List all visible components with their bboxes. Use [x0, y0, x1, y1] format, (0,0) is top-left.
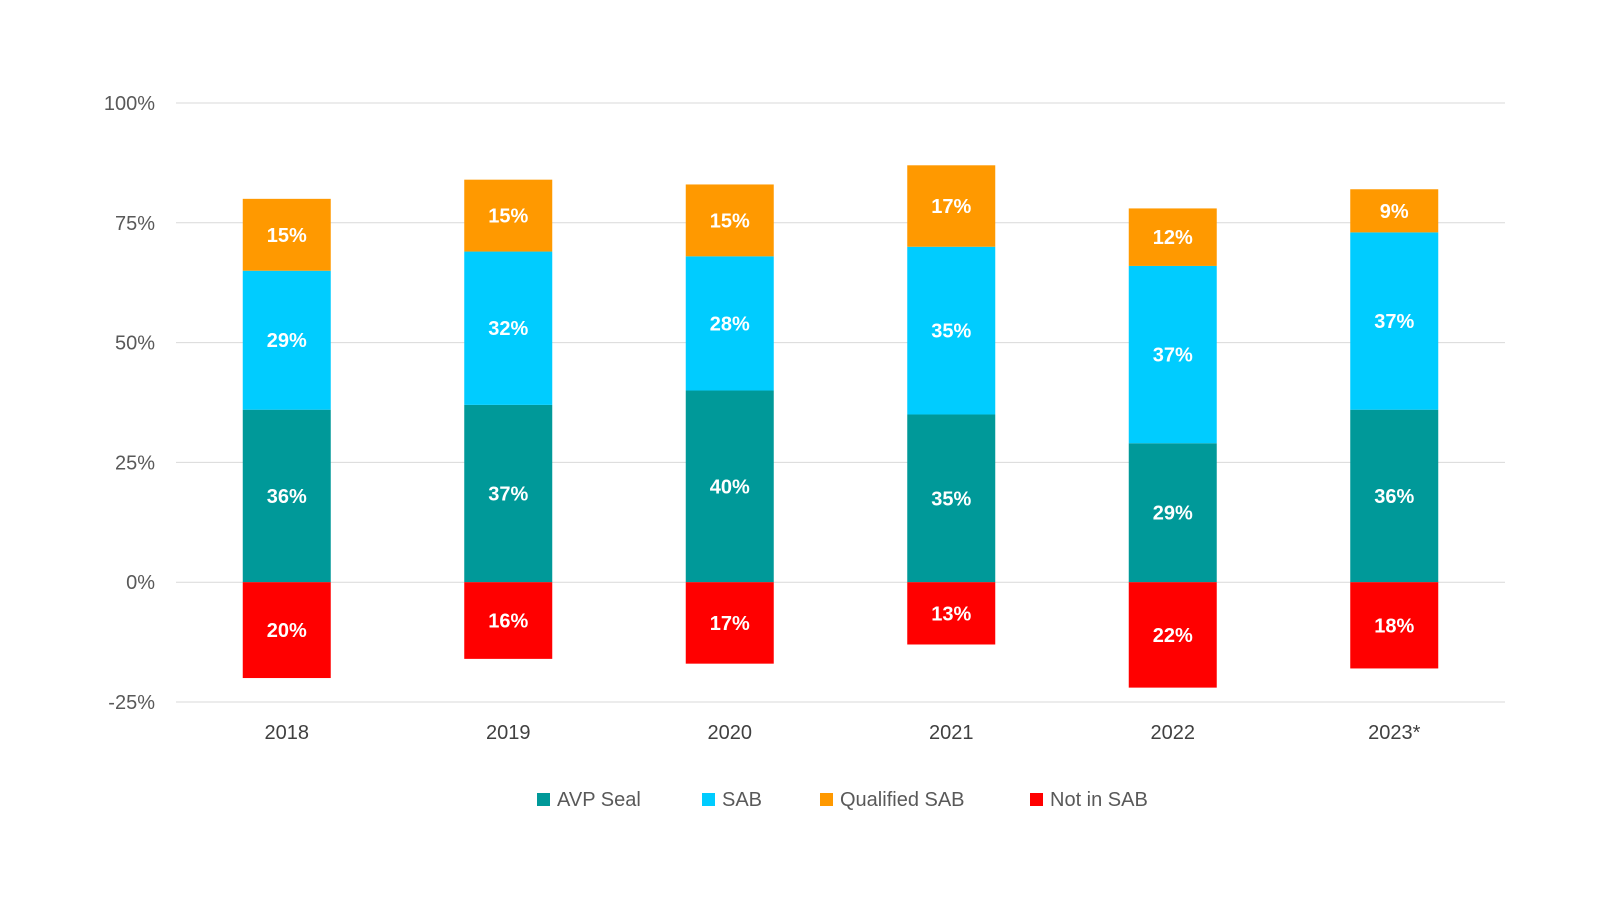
- data-label-qualified-sab-2018: 15%: [267, 225, 307, 247]
- data-label-not-in-sab-2022: 22%: [1153, 625, 1193, 647]
- legend-swatch: [820, 793, 833, 806]
- y-tick-label: 100%: [104, 93, 155, 115]
- legend-item-sab: SAB: [702, 789, 762, 811]
- legend-item-not-in-sab: Not in SAB: [1030, 789, 1148, 811]
- data-label-sab-2019: 32%: [488, 318, 528, 340]
- data-label-not-in-sab-2019: 16%: [488, 611, 528, 633]
- bar-avp-seal-2023: [1350, 409, 1439, 583]
- x-tick-label: 2022: [1151, 722, 1196, 744]
- legend-label: Not in SAB: [1050, 789, 1148, 811]
- x-tick-label: 2021: [929, 722, 974, 744]
- data-label-sab-2023: 37%: [1374, 311, 1414, 333]
- bar-not-in-sab-2021: [907, 582, 996, 645]
- legend-item-qualified-sab: Qualified SAB: [820, 789, 965, 811]
- bar-sab-2020: [685, 256, 774, 391]
- legend: AVP Seal SAB Qualified SAB Not in SAB: [537, 789, 1148, 811]
- bar-qualified-sab-2022: [1128, 208, 1217, 266]
- data-label-sab-2020: 28%: [710, 313, 750, 335]
- x-tick-label: 2019: [486, 722, 531, 744]
- legend-label: AVP Seal: [557, 789, 641, 811]
- data-label-qualified-sab-2019: 15%: [488, 206, 528, 228]
- data-label-avp-seal-2023: 36%: [1374, 486, 1414, 508]
- legend-label: Qualified SAB: [840, 789, 965, 811]
- data-label-qualified-sab-2022: 12%: [1153, 227, 1193, 249]
- data-label-not-in-sab-2020: 17%: [710, 613, 750, 635]
- data-label-qualified-sab-2020: 15%: [710, 210, 750, 232]
- bar-qualified-sab-2021: [907, 165, 996, 247]
- data-label-sab-2021: 35%: [931, 321, 971, 343]
- legend-swatch: [537, 793, 550, 806]
- bar-avp-seal-2018: [242, 409, 331, 583]
- bar-avp-seal-2020: [685, 390, 774, 583]
- data-label-not-in-sab-2023: 18%: [1374, 615, 1414, 637]
- gridlines: [176, 102, 1505, 703]
- y-tick-label: 0%: [126, 572, 155, 594]
- legend-swatch: [1030, 793, 1043, 806]
- legend-item-avp-seal: AVP Seal: [537, 789, 641, 811]
- bar-sab-2023: [1350, 232, 1439, 410]
- x-tick-label: 2023*: [1368, 722, 1420, 744]
- x-axis: 2018 2019 2020 2021 2022 2023*: [265, 722, 1421, 744]
- data-label-avp-seal-2022: 29%: [1153, 503, 1193, 525]
- data-label-not-in-sab-2018: 20%: [267, 620, 307, 642]
- bar-qualified-sab-2020: [685, 184, 774, 257]
- y-tick-label: 25%: [115, 452, 155, 474]
- bar-sab-2021: [907, 246, 996, 415]
- data-label-avp-seal-2018: 36%: [267, 486, 307, 508]
- y-tick-label: -25%: [108, 692, 155, 714]
- data-labels: 36% 29% 15% 20% 37% 32% 15% 16% 40% 28% 15% 17% 35% 3…: [267, 196, 1415, 647]
- y-tick-label: 75%: [115, 213, 155, 235]
- bar-sab-2018: [242, 270, 331, 410]
- bars: [242, 165, 1439, 688]
- bar-qualified-sab-2019: [464, 179, 553, 252]
- data-label-sab-2022: 37%: [1153, 345, 1193, 367]
- bar-not-in-sab-2020: [685, 582, 774, 664]
- bar-sab-2022: [1128, 265, 1217, 444]
- x-tick-label: 2020: [708, 722, 753, 744]
- y-tick-label: 50%: [115, 333, 155, 355]
- legend-label: SAB: [722, 789, 762, 811]
- x-tick-label: 2018: [265, 722, 310, 744]
- data-label-avp-seal-2019: 37%: [488, 484, 528, 506]
- bar-avp-seal-2022: [1128, 443, 1217, 583]
- bar-qualified-sab-2018: [242, 198, 331, 271]
- legend-swatch: [702, 793, 715, 806]
- data-label-avp-seal-2021: 35%: [931, 488, 971, 510]
- data-label-qualified-sab-2021: 17%: [931, 196, 971, 218]
- bar-avp-seal-2021: [907, 414, 996, 583]
- data-label-sab-2018: 29%: [267, 330, 307, 352]
- bar-avp-seal-2019: [464, 404, 553, 583]
- data-label-qualified-sab-2023: 9%: [1380, 201, 1409, 223]
- bar-sab-2019: [464, 251, 553, 405]
- data-label-not-in-sab-2021: 13%: [931, 603, 971, 625]
- bar-not-in-sab-2022: [1128, 582, 1217, 688]
- bar-not-in-sab-2019: [464, 582, 553, 659]
- bar-not-in-sab-2018: [242, 582, 331, 679]
- bar-not-in-sab-2023: [1350, 582, 1439, 669]
- data-label-avp-seal-2020: 40%: [710, 476, 750, 498]
- y-axis: -25% 0% 25% 50% 75% 100%: [104, 93, 155, 714]
- bar-qualified-sab-2023: [1350, 189, 1439, 233]
